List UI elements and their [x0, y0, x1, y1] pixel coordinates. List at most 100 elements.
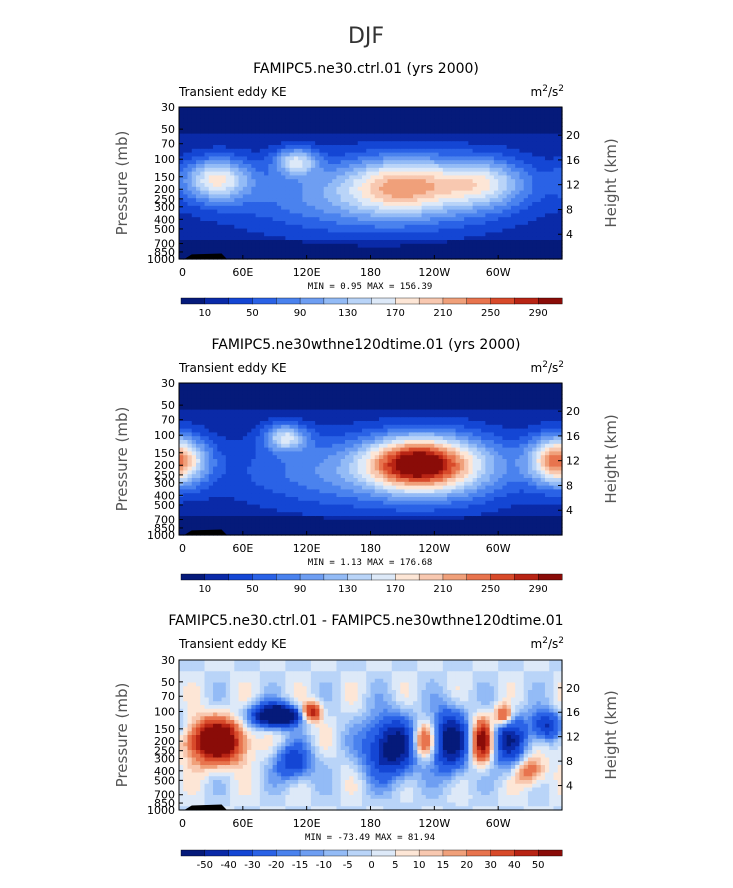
heatmap-cell — [234, 255, 240, 260]
heatmap-cell — [536, 217, 542, 222]
heatmap-cell — [302, 497, 308, 502]
heatmap-cell — [379, 202, 384, 207]
heatmap-cell — [196, 110, 201, 116]
heatmap-cell — [208, 405, 214, 411]
heatmap-cell — [298, 228, 304, 233]
heatmap-cell — [293, 217, 299, 222]
heatmap-cell — [230, 156, 235, 161]
heatmap-cell — [272, 459, 278, 464]
heatmap-cell — [493, 118, 499, 123]
heatmap-cell — [549, 236, 555, 241]
heatmap-cell — [340, 202, 346, 207]
heatmap-cell — [259, 459, 265, 464]
heatmap-cell — [264, 489, 269, 494]
heatmap-cell — [332, 175, 338, 180]
heatmap-cell — [549, 152, 555, 157]
heatmap-cell — [289, 451, 295, 456]
heatmap-cell — [204, 137, 210, 142]
heatmap-cell — [476, 179, 482, 184]
heatmap-cell — [183, 493, 189, 498]
heatmap-cell — [230, 383, 235, 388]
heatmap-cell — [421, 145, 427, 150]
heatmap-cell — [225, 474, 231, 479]
heatmap-cell — [264, 137, 269, 142]
heatmap-cell — [404, 224, 410, 230]
heatmap-cell — [298, 504, 304, 509]
heatmap-cell — [349, 110, 355, 116]
heatmap-cell — [285, 137, 291, 142]
heatmap-cell — [332, 183, 338, 188]
heatmap-cell — [493, 129, 499, 135]
heatmap-cell — [293, 179, 299, 184]
heatmap-cell — [553, 160, 559, 165]
heatmap-cell — [323, 175, 329, 180]
heatmap-cell — [340, 205, 346, 211]
heatmap-cell — [306, 508, 312, 513]
heatmap-cell — [293, 508, 299, 513]
heatmap-cell — [323, 198, 329, 203]
heatmap-cell — [472, 164, 478, 169]
heatmap-cell — [276, 251, 282, 256]
heatmap-cell — [230, 205, 235, 211]
heatmap-cell — [234, 531, 240, 536]
heatmap-cell — [293, 175, 299, 180]
heatmap-cell — [183, 451, 189, 456]
lon-tick-label: 120E — [293, 266, 321, 279]
heatmap-cell — [417, 224, 423, 230]
heatmap-cell — [400, 148, 406, 154]
heatmap-cell — [430, 205, 435, 211]
heatmap-cell — [540, 183, 546, 188]
heatmap-cell — [374, 243, 380, 249]
heatmap-cell — [191, 424, 197, 430]
heatmap-cell — [413, 205, 418, 211]
heatmap-cell — [230, 512, 235, 517]
heatmap-cell — [208, 190, 214, 195]
heatmap-cell — [447, 141, 452, 146]
heatmap-cell — [217, 148, 223, 154]
heatmap-cell — [421, 186, 427, 192]
heatmap-cell — [336, 198, 342, 203]
heatmap-cell — [298, 421, 304, 426]
heatmap-cell — [213, 504, 218, 509]
heatmap-cell — [196, 133, 201, 138]
heatmap-cell — [298, 213, 304, 218]
heatmap-cell — [527, 107, 533, 112]
heatmap-cell — [404, 247, 410, 252]
heatmap-cell — [383, 114, 389, 119]
heatmap-cell — [421, 133, 427, 138]
heatmap-cell — [544, 141, 550, 146]
heatmap-cell — [430, 251, 435, 256]
heatmap-cell — [485, 133, 491, 138]
heatmap-cell — [489, 110, 495, 116]
heatmap-cell — [519, 186, 525, 192]
heatmap-cell — [238, 190, 244, 195]
heatmap-cell — [247, 183, 252, 188]
heatmap-cell — [230, 500, 235, 506]
heatmap-cell — [510, 118, 516, 123]
heatmap-cell — [323, 126, 329, 131]
heatmap-cell — [285, 217, 291, 222]
heatmap-cell — [476, 171, 482, 176]
heatmap-cell — [230, 447, 235, 452]
heatmap-cell — [221, 118, 227, 123]
heatmap-cell — [259, 409, 265, 414]
heatmap-cell — [413, 224, 418, 230]
heatmap-cell — [306, 447, 312, 452]
heatmap-cell — [268, 383, 274, 388]
heatmap-cell — [361, 110, 367, 116]
heatmap-cell — [310, 156, 316, 161]
heatmap-cell — [481, 114, 486, 119]
heatmap-cell — [408, 167, 414, 173]
heatmap-cell — [532, 126, 538, 131]
heatmap-cell — [502, 152, 508, 157]
heatmap-cell — [396, 205, 401, 211]
heatmap-cell — [208, 417, 214, 422]
heatmap-cell — [464, 110, 469, 116]
heatmap-cell — [268, 523, 274, 528]
heatmap-cell — [247, 141, 252, 146]
heatmap-cell — [187, 459, 193, 464]
heatmap-cell — [285, 478, 291, 483]
heatmap-cell — [264, 519, 269, 525]
heatmap-cell — [540, 228, 546, 233]
heatmap-cell — [272, 129, 278, 135]
